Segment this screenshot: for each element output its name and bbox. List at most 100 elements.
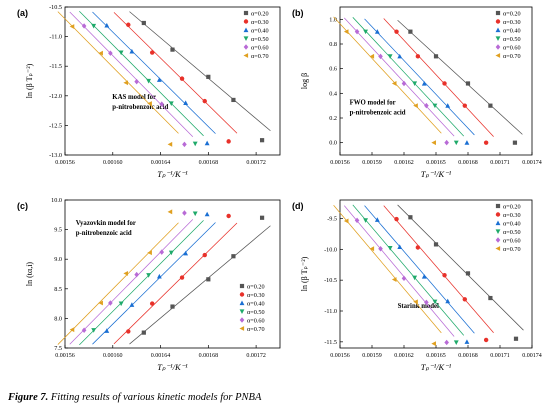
fit-line [113,222,238,345]
data-point [123,270,129,276]
chart-panel-d: 0.00156 0.00159 0.00162 0.00165 0.00168 0.001… [292,199,542,372]
chart-panel-b: 0.00156 0.00159 0.00162 0.00165 0.00168 0.001… [292,6,542,179]
x-axis-label: Tₚ⁻¹/K⁻¹ [421,362,452,372]
fit-line [69,219,194,345]
data-point [374,29,380,34]
model-annotation: Starink model [398,303,439,310]
data-point [363,29,369,35]
y-tick-label: 10.0 [51,197,62,204]
data-point [413,299,418,305]
figure-canvas: 0.00156 0.00160 0.00164 0.00168 0.00172 -10.5… [17,4,542,372]
data-point [369,53,375,59]
model-annotation: p-nitrobenzoic acid [350,110,406,117]
data-point [512,140,518,145]
legend-entry: α=0.20 [251,10,269,17]
data-point [431,140,436,146]
data-point [488,103,493,108]
y-tick-label: 0.6 [329,66,337,73]
data-point [226,213,231,219]
data-point [141,20,146,26]
data-point [483,337,489,343]
data-point [343,29,349,35]
legend-marker [243,53,249,58]
y-tick-label: -11.5 [324,339,337,346]
data-point [91,23,97,29]
y-tick-label: -9.5 [327,216,337,223]
data-point [134,78,139,85]
data-point [147,101,152,106]
y-tick-label: -12.0 [49,93,62,100]
data-point [179,76,185,81]
y-tick-label: 8.5 [54,286,62,293]
data-point [204,140,210,146]
data-point [226,139,231,144]
data-point [192,141,198,147]
series-1 [113,213,238,345]
series-2 [92,11,216,146]
data-point [118,301,124,307]
data-point [69,327,75,333]
data-point [81,327,87,333]
fit-line [383,18,494,137]
series-3 [352,204,465,345]
data-point [397,53,403,59]
data-point [387,246,393,251]
data-point [442,273,447,278]
fit-line [352,204,465,336]
fit-line [364,205,475,334]
data-point [444,139,449,146]
legend-entry: α=0.60 [247,317,265,324]
x-tick-label: 0.00168 [199,160,219,166]
data-point [149,301,155,306]
x-tick-label: 0.00162 [394,160,414,166]
data-point [433,242,439,247]
legend-entry: α=0.50 [503,36,521,43]
series-3 [79,211,204,346]
data-point [147,250,152,256]
y-tick-label: 0.4 [329,90,337,97]
fit-line [92,222,216,345]
legend-entry: α=0.20 [247,283,265,290]
legend-entry: α=0.40 [251,27,269,34]
data-point [464,140,470,145]
data-point [483,140,489,145]
x-axis-label: Tₚ⁻¹/K⁻¹ [157,362,188,372]
data-point [98,50,103,56]
x-tick-label: 0.00171 [490,160,510,166]
x-tick-label: 0.00160 [103,160,123,166]
x-axis-label: Tₚ⁻¹/K⁻¹ [157,169,188,179]
data-point [126,22,131,27]
y-tick-label: 1.0 [329,16,337,23]
legend-entry: α=0.60 [503,44,521,51]
data-point [462,297,468,302]
series-1 [383,205,494,343]
plot-frame [64,6,281,156]
data-point [412,275,418,281]
data-point [401,275,407,282]
legend-marker [243,10,249,16]
fit-line [364,18,475,136]
legend-entry: α=0.20 [503,203,521,210]
data-point [415,245,421,250]
legend-entry: α=0.60 [251,44,269,51]
y-tick-label: 9.0 [54,256,62,263]
model-annotation: p-nitrobenzoic acid [76,230,132,237]
legend: α=0.20 α=0.30α=0.40 α=0.50α=0.60 α=0.70 [243,10,269,60]
series-5 [57,209,179,345]
model-annotation: FWO model for [350,100,396,107]
caption-text: Fitting results of various kinetic model… [50,392,262,403]
data-point [488,295,493,301]
data-point [168,101,174,107]
series-4 [343,205,455,346]
data-point [159,249,165,255]
data-point [104,22,110,28]
panel-label: (c) [17,201,28,211]
data-point [453,140,459,146]
data-point [415,54,421,59]
data-point [183,250,189,256]
model-annotation: p-nitrobenzoic acid [112,104,168,111]
data-point [146,78,152,84]
data-point [408,29,413,34]
data-point [433,54,439,59]
series-1 [113,12,238,144]
